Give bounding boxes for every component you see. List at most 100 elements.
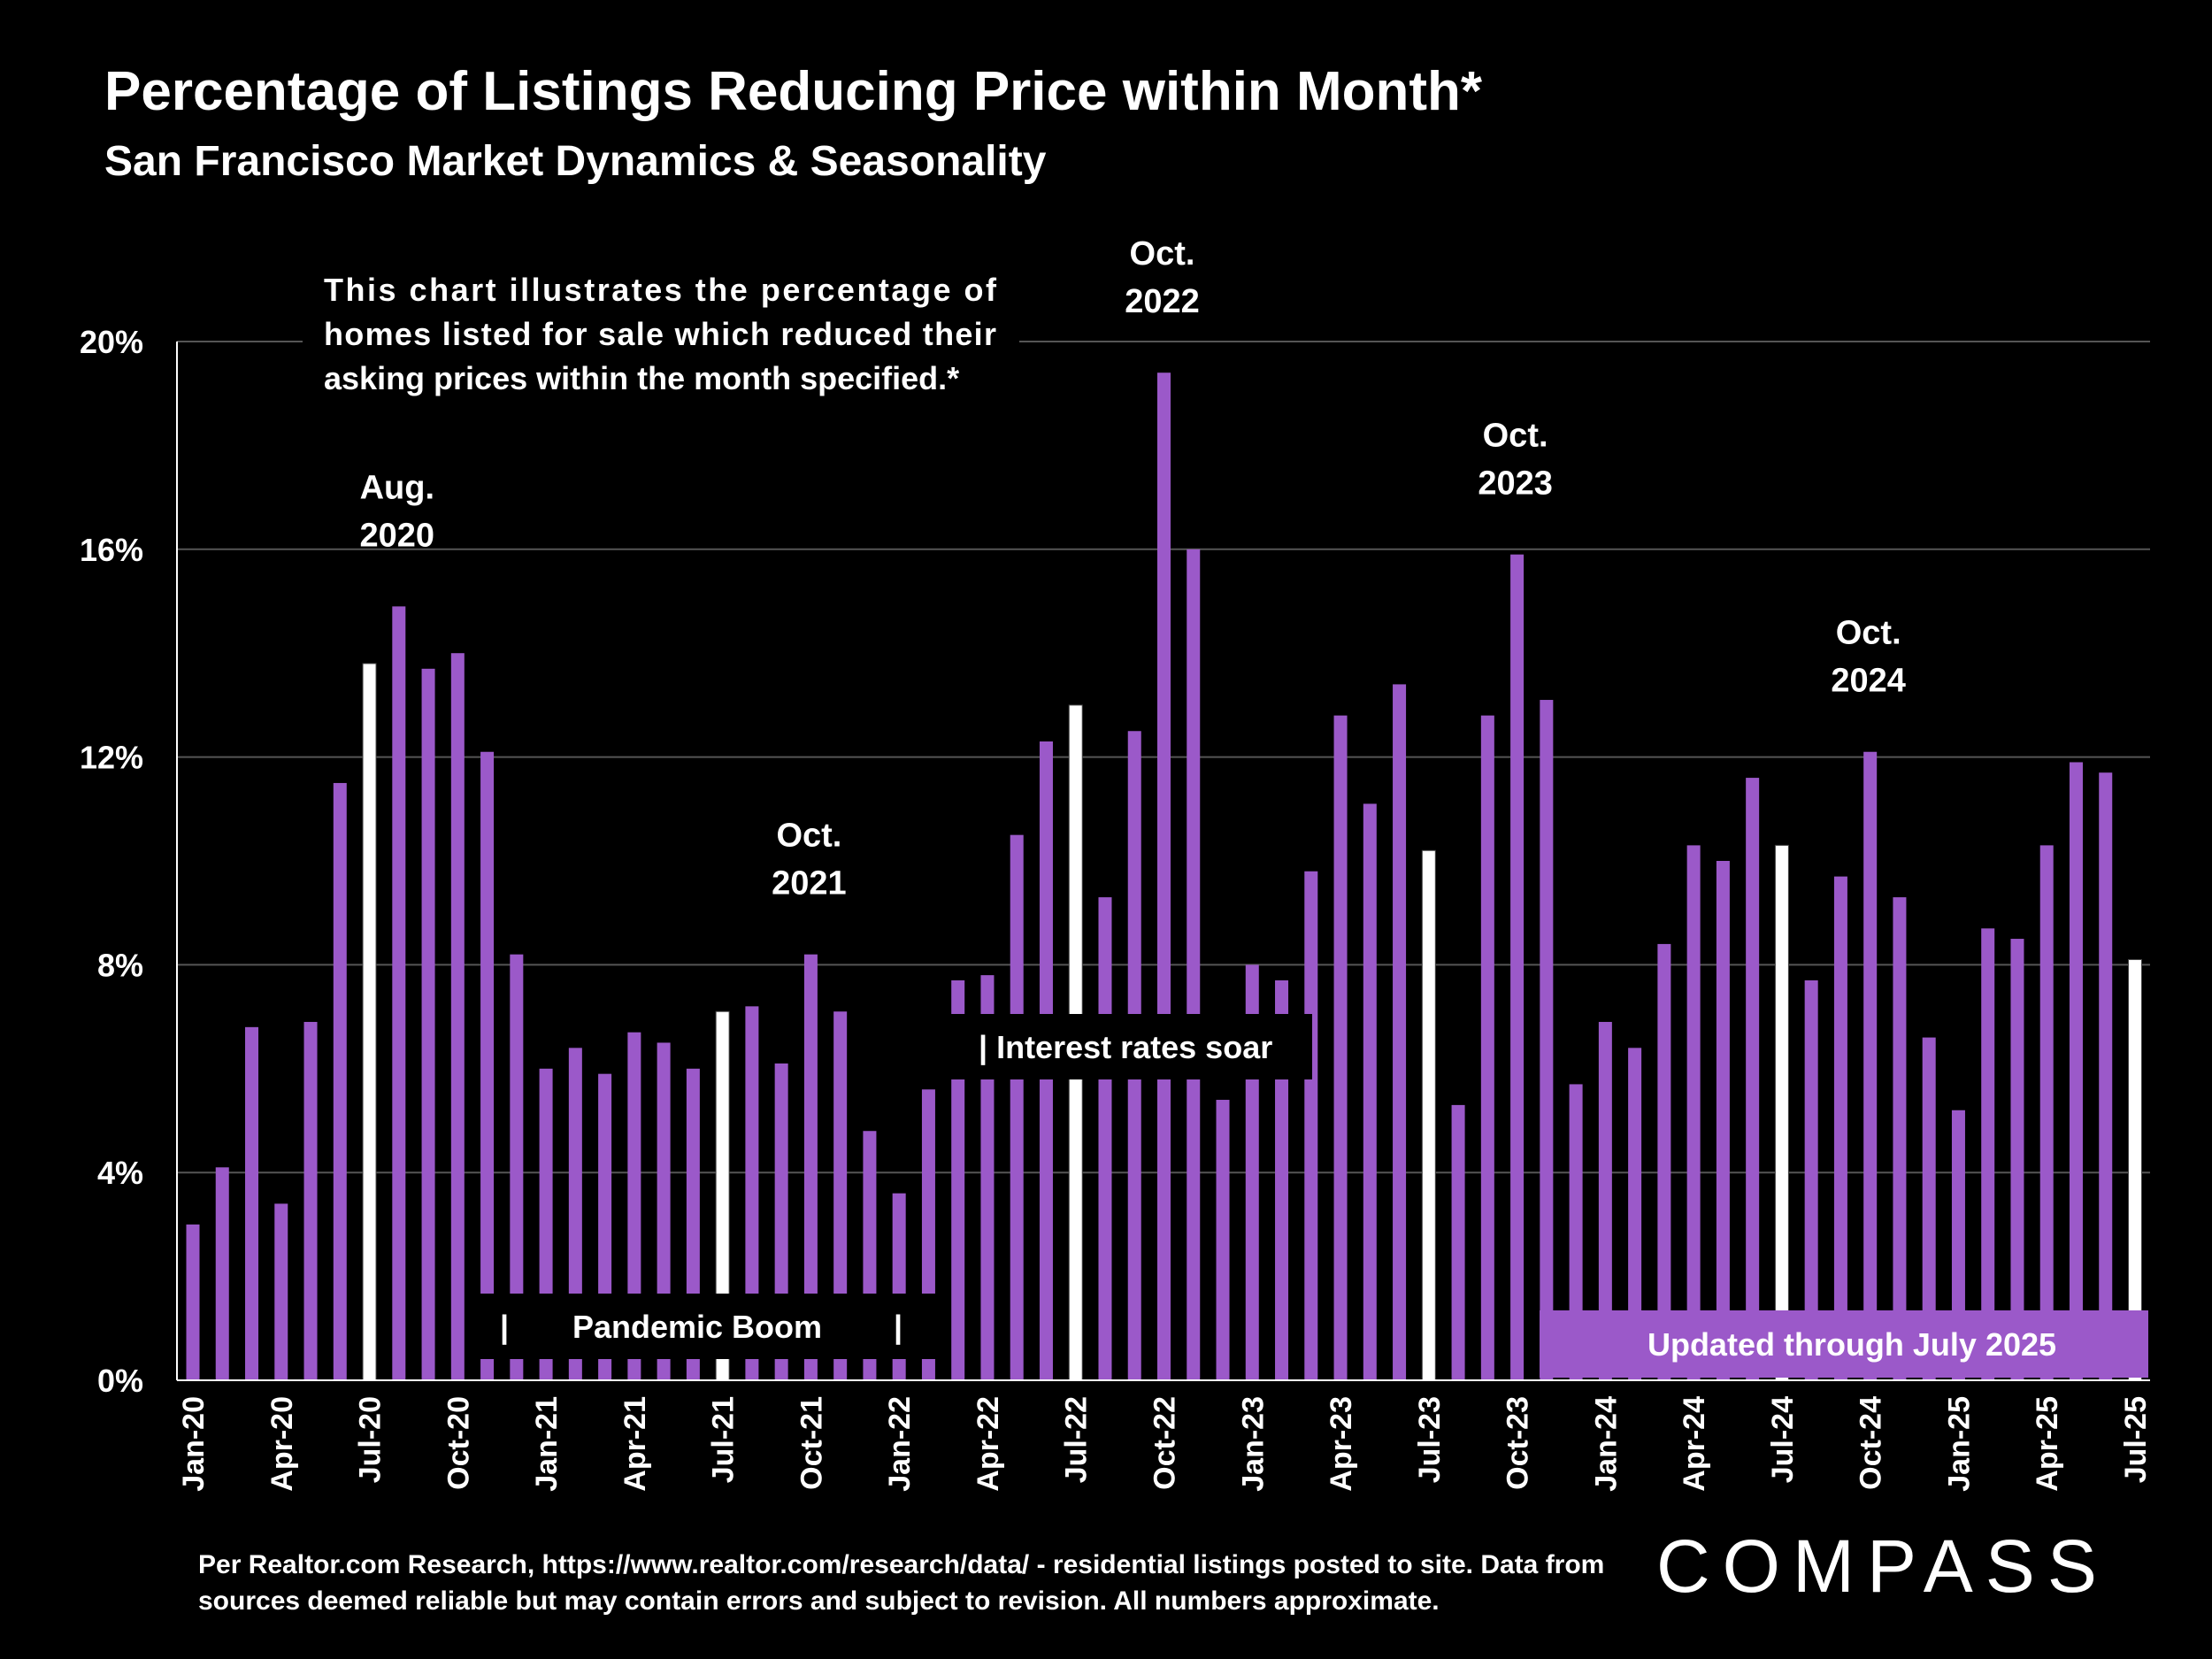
x-tick-label: Jul-23 bbox=[1413, 1396, 1447, 1483]
bar-feb-20 bbox=[215, 1167, 229, 1380]
y-tick-label: 12% bbox=[80, 740, 143, 776]
x-tick-label: Oct-22 bbox=[1148, 1396, 1182, 1490]
x-tick-label: Jan-23 bbox=[1236, 1396, 1270, 1492]
description-line-3: asking prices within the month specified… bbox=[324, 360, 959, 396]
x-tick-label: Jul-20 bbox=[354, 1396, 388, 1483]
peak-annotation-year: 2020 bbox=[360, 517, 435, 554]
x-tick-label: Apr-20 bbox=[265, 1396, 299, 1492]
x-tick-label: Jul-24 bbox=[1766, 1396, 1800, 1483]
y-tick-label: 0% bbox=[97, 1363, 143, 1399]
interest-rates-box bbox=[949, 1014, 1312, 1079]
bar-oct-23 bbox=[1510, 554, 1525, 1380]
bar-may-20 bbox=[303, 1021, 318, 1380]
bar-feb-25 bbox=[1981, 928, 1995, 1380]
bar-aug-23 bbox=[1451, 1104, 1465, 1380]
bar-nov-23 bbox=[1540, 700, 1554, 1380]
updated-banner bbox=[1540, 1310, 2148, 1378]
bar-feb-23 bbox=[1275, 980, 1289, 1380]
y-tick-label: 4% bbox=[97, 1155, 143, 1191]
description-box bbox=[303, 262, 1019, 412]
y-tick-label: 8% bbox=[97, 947, 143, 983]
description-line-2: homes listed for sale which reduced thei… bbox=[324, 316, 996, 352]
bar-mar-22 bbox=[951, 980, 965, 1380]
bar-oct-24 bbox=[1863, 751, 1878, 1380]
pandemic-boom-box bbox=[478, 1294, 936, 1359]
bar-jun-23 bbox=[1393, 684, 1407, 1380]
bar-aug-24 bbox=[1804, 980, 1818, 1380]
bar-oct-22 bbox=[1157, 373, 1171, 1381]
x-tick-label: Oct-20 bbox=[442, 1396, 475, 1490]
bar-jul-24 bbox=[1774, 844, 1789, 1381]
bars bbox=[186, 373, 2142, 1381]
bar-mar-24 bbox=[1657, 943, 1671, 1380]
bar-aug-20 bbox=[392, 606, 406, 1380]
bar-jul-20 bbox=[362, 663, 377, 1381]
pandemic-boom-left-marker: | bbox=[500, 1309, 509, 1346]
bar-dec-24 bbox=[1922, 1037, 1936, 1380]
x-tick-label: Apr-21 bbox=[618, 1396, 652, 1492]
y-tick-label: 20% bbox=[80, 324, 143, 360]
bar-may-24 bbox=[1716, 861, 1730, 1380]
x-tick-label: Apr-24 bbox=[1678, 1396, 1711, 1492]
peak-annotation-month: Oct. bbox=[1130, 235, 1195, 273]
bar-nov-22 bbox=[1187, 549, 1201, 1380]
peak-annotation-year: 2024 bbox=[1831, 663, 1906, 700]
bar-nov-20 bbox=[480, 751, 495, 1380]
peak-annotation-year: 2022 bbox=[1125, 283, 1200, 320]
x-tick-label: Jan-21 bbox=[530, 1396, 564, 1492]
bar-dec-23 bbox=[1569, 1084, 1583, 1380]
x-tick-label: Jul-25 bbox=[2119, 1396, 2153, 1483]
bar-jun-25 bbox=[2099, 772, 2113, 1380]
bar-may-23 bbox=[1363, 803, 1377, 1380]
bar-jun-24 bbox=[1746, 778, 1760, 1380]
bar-dec-20 bbox=[510, 954, 524, 1380]
interest-rates-label: | Interest rates soar bbox=[979, 1029, 1272, 1066]
compass-logo: COMPASS bbox=[1656, 1525, 2109, 1608]
bar-jan-24 bbox=[1598, 1021, 1612, 1380]
x-tick-label: Jan-25 bbox=[1942, 1396, 1976, 1492]
x-tick-label: Apr-23 bbox=[1325, 1396, 1358, 1492]
bar-oct-21 bbox=[803, 954, 818, 1380]
peak-annotation-month: Aug. bbox=[360, 469, 434, 506]
x-tick-label: Jul-21 bbox=[707, 1396, 741, 1483]
pandemic-boom-label: Pandemic Boom bbox=[572, 1309, 822, 1345]
description-line-1: This chart illustrates the percentage of bbox=[324, 272, 997, 308]
bar-jun-20 bbox=[333, 782, 347, 1380]
bar-sep-23 bbox=[1480, 715, 1494, 1380]
x-tick-label: Apr-25 bbox=[2031, 1396, 2064, 1492]
y-axis-tick-labels: 0% 4% 8% 12% 16% 20% bbox=[80, 324, 143, 1399]
bar-nov-24 bbox=[1893, 897, 1907, 1380]
bar-apr-21 bbox=[627, 1032, 641, 1380]
x-tick-label: Jul-22 bbox=[1060, 1396, 1094, 1483]
x-tick-label: Jan-24 bbox=[1589, 1396, 1623, 1492]
x-tick-label: Apr-22 bbox=[972, 1396, 1005, 1492]
peak-annotations: Aug. 2020 Oct. 2021 Oct. 2022 Oct. 2023 Oct. 2024 bbox=[360, 235, 1906, 902]
bar-may-25 bbox=[2069, 762, 2083, 1380]
source-footnote: Per Realtor.com Research, https://www.re… bbox=[198, 1550, 1605, 1616]
bar-nov-21 bbox=[833, 1011, 848, 1380]
bar-jan-20 bbox=[186, 1224, 200, 1380]
bar-mar-20 bbox=[245, 1026, 259, 1380]
peak-annotation-month: Oct. bbox=[1836, 615, 1901, 652]
peak-annotation-year: 2021 bbox=[772, 865, 847, 902]
chart-subtitle: San Francisco Market Dynamics & Seasonal… bbox=[104, 138, 1047, 185]
bar-aug-22 bbox=[1098, 897, 1112, 1380]
x-tick-label: Jan-22 bbox=[883, 1396, 917, 1492]
bar-mar-25 bbox=[2010, 939, 2024, 1380]
x-tick-label: Jan-20 bbox=[177, 1396, 211, 1492]
x-tick-label: Oct-21 bbox=[795, 1396, 828, 1490]
bar-sep-20 bbox=[421, 668, 435, 1380]
bar-apr-25 bbox=[2039, 845, 2054, 1380]
bar-apr-24 bbox=[1686, 845, 1701, 1380]
peak-annotation-year: 2023 bbox=[1478, 465, 1553, 503]
bar-aug-21 bbox=[745, 1006, 759, 1380]
bar-sep-24 bbox=[1833, 876, 1847, 1380]
peak-annotation-month: Oct. bbox=[776, 818, 841, 855]
bar-may-22 bbox=[1010, 834, 1024, 1380]
bar-apr-23 bbox=[1333, 715, 1348, 1380]
bar-jul-23 bbox=[1421, 849, 1436, 1381]
chart-title: Percentage of Listings Reducing Price wi… bbox=[104, 61, 1483, 122]
x-axis-tick-labels: Jan-20 Apr-20 Jul-20 Oct-20 Jan-21 Apr-21 Jul-… bbox=[177, 1396, 2153, 1492]
peak-annotation-month: Oct. bbox=[1483, 418, 1548, 455]
